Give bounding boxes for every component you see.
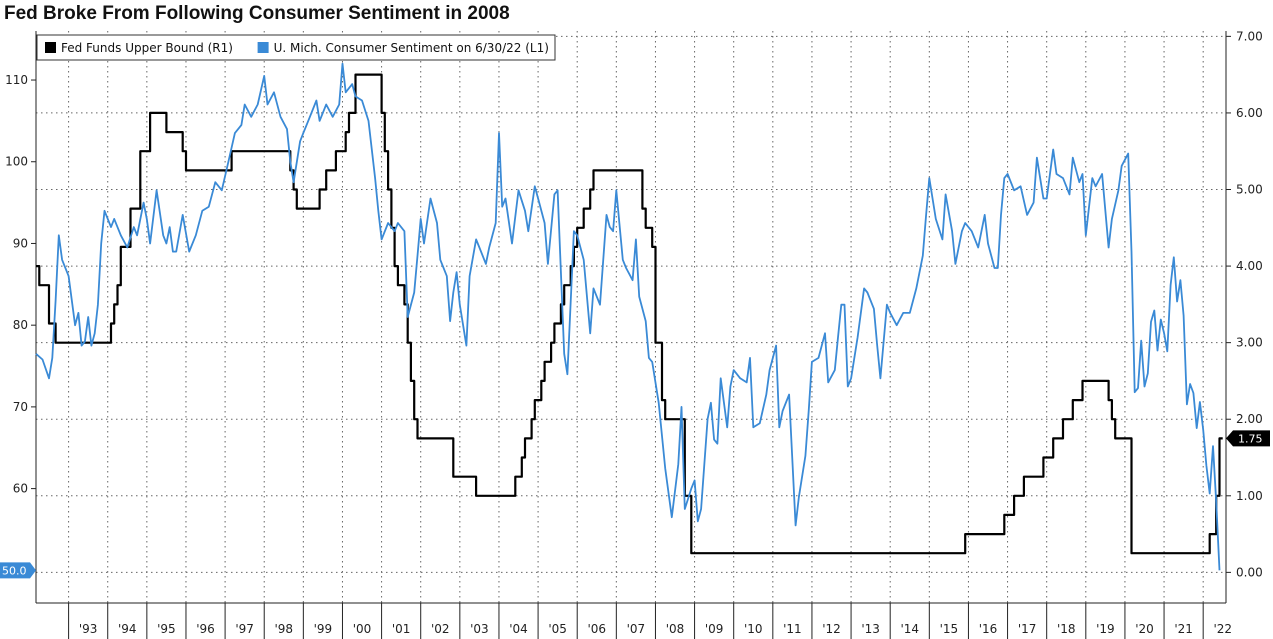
right-tick-label: 3.00: [1236, 336, 1263, 350]
legend-swatch: [45, 42, 56, 53]
x-tick-label: '04: [509, 622, 528, 636]
legend-entry: U. Mich. Consumer Sentiment on 6/30/22 (…: [274, 41, 549, 55]
left-tick-label: 80: [13, 318, 28, 332]
grid-layer: [36, 31, 1226, 603]
x-tick-label: '14: [900, 622, 919, 636]
right-tick-label: 4.00: [1236, 259, 1263, 273]
x-tick-label: '09: [705, 622, 724, 636]
x-tick-label: '94: [118, 622, 137, 636]
left-tick-label: 100: [5, 155, 28, 169]
x-tick-label: '96: [196, 622, 215, 636]
x-tick-label: '07: [627, 622, 646, 636]
legend-entry: Fed Funds Upper Bound (R1): [61, 41, 233, 55]
x-tick-label: '17: [1018, 622, 1037, 636]
chart-legend: Fed Funds Upper Bound (R1) U. Mich. Consu…: [36, 34, 556, 61]
x-tick-label: '99: [314, 622, 333, 636]
x-tick-label: '93: [79, 622, 98, 636]
x-tick-label: '02: [431, 622, 450, 636]
x-tick-label: '03: [470, 622, 489, 636]
right-last-value-label: 1.75: [1238, 432, 1263, 445]
x-tick-label: '08: [666, 622, 685, 636]
left-tick-label: 70: [13, 400, 28, 414]
legend-box: [36, 34, 556, 61]
x-tick-label: '12: [822, 622, 841, 636]
left-tick-label: 60: [13, 482, 28, 496]
x-tick-label: '18: [1057, 622, 1076, 636]
x-tick-label: '05: [548, 622, 567, 636]
left-last-value-label: 50.0: [2, 564, 27, 577]
left-last-value-tag: [0, 562, 36, 579]
left-tick-label: 90: [13, 236, 28, 250]
axis-layer: 0.00 1.00 2.00 3.00 4.00 5.00 6.00 7.00 60 70 80 90…: [5, 29, 1263, 639]
x-tick-label: '06: [587, 622, 606, 636]
x-tick-label: '21: [1174, 622, 1193, 636]
right-tick-label: 1.00: [1236, 489, 1263, 503]
last-value-tags: 50.0 1.75: [0, 430, 1270, 579]
left-tick-label: 110: [5, 73, 28, 87]
right-tick-label: 2.00: [1236, 412, 1263, 426]
fed-funds-series-line: [36, 73, 1223, 555]
x-tick-label: '15: [940, 622, 959, 636]
x-tick-label: '22: [1213, 622, 1232, 636]
series-layer: [35, 62, 1223, 571]
right-last-value-tag: [1226, 430, 1270, 447]
legend-swatch: [257, 42, 269, 53]
right-tick-label: 6.00: [1236, 106, 1263, 120]
x-tick-label: '13: [861, 622, 880, 636]
x-tick-label: '95: [157, 622, 176, 636]
right-tick-label: 5.00: [1236, 183, 1263, 197]
x-tick-label: '19: [1096, 622, 1115, 636]
x-tick-label: '10: [744, 622, 763, 636]
x-tick-label: '00: [353, 622, 372, 636]
x-tick-label: '20: [1135, 622, 1154, 636]
x-tick-label: '16: [979, 622, 998, 636]
right-tick-label: 0.00: [1236, 565, 1263, 579]
consumer-sentiment-series-line: [35, 62, 1221, 571]
right-tick-label: 7.00: [1236, 29, 1263, 43]
chart-title: Fed Broke From Following Consumer Sentim…: [4, 3, 510, 24]
x-tick-label: '01: [392, 622, 411, 636]
x-tick-label: '98: [274, 622, 293, 636]
x-tick-label: '11: [783, 622, 802, 636]
x-tick-label: '97: [235, 622, 254, 636]
